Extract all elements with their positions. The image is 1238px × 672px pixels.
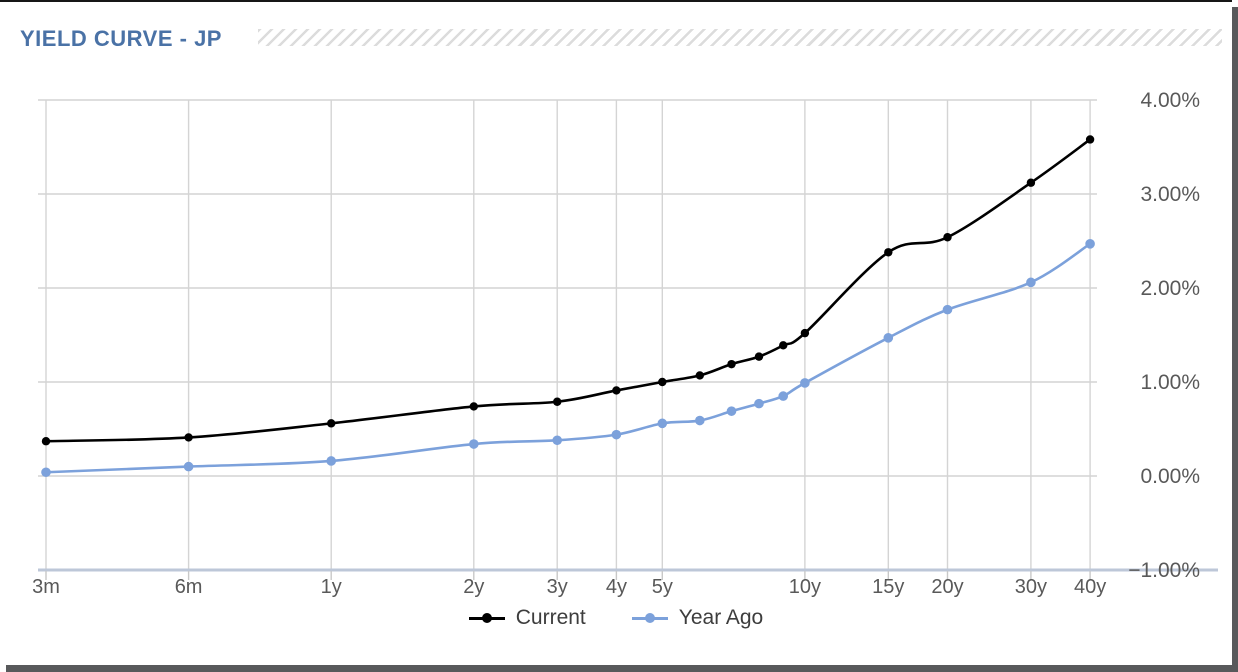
series-line-current	[44, 138, 1092, 443]
x-axis-label: 15y	[872, 576, 904, 598]
data-point-current	[184, 433, 193, 442]
data-point-current	[658, 377, 667, 387]
series-markers-current	[41, 135, 1095, 446]
x-axis-label: 10y	[789, 576, 821, 598]
series-line-year-ago	[44, 242, 1092, 474]
data-point-year-ago	[942, 304, 953, 315]
data-point-year-ago	[552, 435, 563, 446]
data-point-current	[469, 402, 478, 411]
data-point-year-ago	[1085, 239, 1095, 249]
title-hatch-bar	[258, 29, 1222, 46]
data-point-current	[695, 371, 705, 380]
chart-legend: Current Year Ago	[0, 606, 1232, 630]
data-point-year-ago	[1026, 277, 1036, 288]
legend-label-current: Current	[515, 606, 586, 629]
data-point-year-ago	[800, 378, 810, 388]
y-axis-label: 2.00%	[1140, 277, 1200, 300]
data-point-year-ago	[468, 439, 479, 449]
x-axis-label: 3m	[32, 576, 60, 598]
data-point-current	[41, 437, 51, 446]
series-markers-year-ago	[41, 239, 1095, 478]
legend-label-year-ago: Year Ago	[678, 606, 764, 629]
y-axis-label: 4.00%	[1140, 89, 1200, 112]
x-axis-label: 40y	[1074, 576, 1106, 598]
legend-item-current[interactable]: Current	[468, 606, 586, 630]
x-axis-label: 3y	[547, 576, 568, 598]
data-point-year-ago	[183, 461, 194, 472]
data-point-current	[943, 233, 952, 242]
data-point-current	[326, 419, 336, 428]
x-axis-labels: 3m 6m 1y 2y 3y 4y 5y 10y 15y 20y 30y 40y	[32, 576, 1106, 598]
y-axis-label: 3.00%	[1140, 183, 1200, 206]
data-point-current	[727, 359, 736, 369]
current-line-swatch	[468, 613, 505, 623]
y-axis-labels: 4.00% 3.00% 2.00% 1.00% 0.00% −1.00%	[1128, 89, 1200, 582]
data-point-year-ago	[778, 391, 789, 401]
legend-item-year-ago[interactable]: Year Ago	[631, 606, 764, 630]
data-point-year-ago	[695, 415, 705, 426]
current-dot-icon	[481, 613, 492, 623]
vertical-gridlines	[45, 100, 1091, 570]
data-point-year-ago	[754, 398, 764, 409]
year-ago-line-swatch	[631, 613, 668, 623]
x-axis-label: 30y	[1015, 576, 1047, 598]
year-ago-dot-icon	[644, 613, 655, 623]
y-axis-label: 1.00%	[1140, 371, 1200, 394]
data-point-current	[553, 397, 562, 406]
x-axis-label: 20y	[931, 576, 963, 598]
horizontal-gridlines	[38, 99, 1097, 477]
data-point-year-ago	[41, 467, 51, 478]
x-axis-ticks	[45, 571, 1091, 580]
x-axis-label: 2y	[463, 576, 484, 598]
data-point-year-ago	[611, 429, 622, 440]
y-axis-label: 0.00%	[1140, 465, 1200, 488]
data-point-current	[612, 386, 621, 395]
data-point-current	[779, 341, 788, 350]
y-axis-label: −1.00%	[1128, 559, 1200, 582]
x-axis-label: 5y	[652, 576, 673, 598]
chart-title: YIELD CURVE - JP	[20, 26, 222, 51]
data-point-current	[1085, 135, 1095, 144]
data-point-year-ago	[326, 456, 336, 466]
x-axis-label: 4y	[606, 576, 627, 598]
data-point-current	[754, 352, 764, 361]
data-point-current	[800, 328, 810, 338]
data-point-current	[1026, 178, 1036, 187]
x-axis-label: 1y	[321, 576, 342, 598]
data-point-year-ago	[657, 418, 668, 429]
data-point-year-ago	[726, 406, 737, 416]
x-axis-label: 6m	[175, 576, 203, 598]
data-point-year-ago	[883, 333, 894, 343]
data-point-current	[884, 248, 893, 257]
